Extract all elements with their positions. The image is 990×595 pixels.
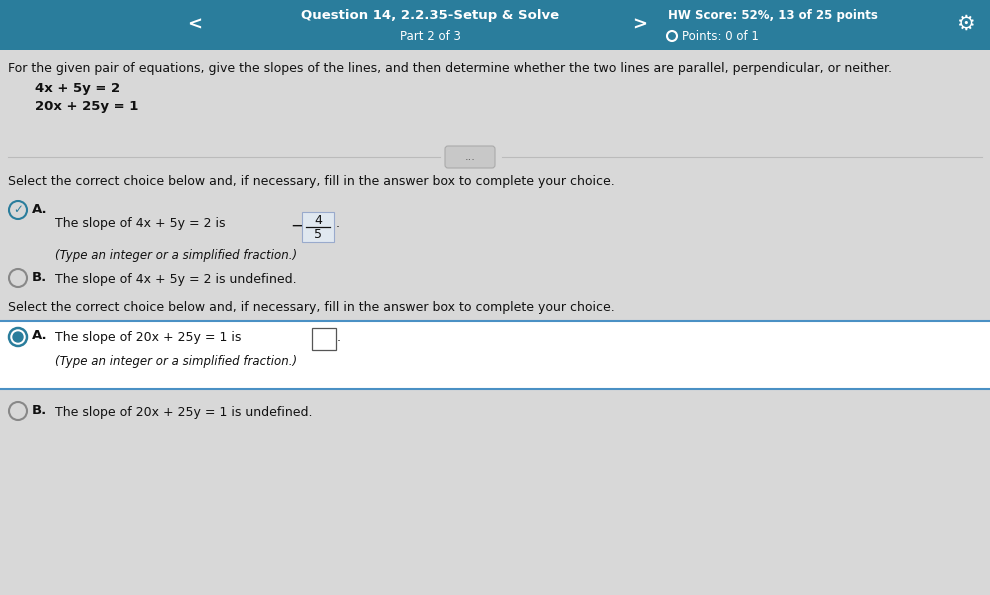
Text: ⚙: ⚙ (955, 14, 974, 34)
Text: For the given pair of equations, give the slopes of the lines, and then determin: For the given pair of equations, give th… (8, 62, 892, 75)
Text: .: . (336, 217, 340, 230)
Text: >: > (633, 16, 647, 34)
FancyBboxPatch shape (302, 212, 334, 242)
Text: A.: A. (32, 203, 48, 216)
Text: HW Score: 52%, 13 of 25 points: HW Score: 52%, 13 of 25 points (668, 8, 878, 21)
Text: 4: 4 (314, 214, 322, 227)
Text: B.: B. (32, 404, 48, 417)
Text: ...: ... (464, 152, 475, 162)
Text: 5: 5 (314, 227, 322, 240)
Text: A.: A. (32, 329, 48, 342)
Text: (Type an integer or a simplified fraction.): (Type an integer or a simplified fractio… (55, 249, 297, 262)
Text: Question 14, 2.2.35-Setup & Solve: Question 14, 2.2.35-Setup & Solve (301, 8, 559, 21)
Text: (Type an integer or a simplified fraction.): (Type an integer or a simplified fractio… (55, 355, 297, 368)
Text: Select the correct choice below and, if necessary, fill in the answer box to com: Select the correct choice below and, if … (8, 301, 615, 314)
Text: Points: 0 of 1: Points: 0 of 1 (682, 30, 759, 42)
FancyBboxPatch shape (0, 0, 990, 50)
Text: Select the correct choice below and, if necessary, fill in the answer box to com: Select the correct choice below and, if … (8, 175, 615, 188)
Text: The slope of 4x + 5y = 2 is: The slope of 4x + 5y = 2 is (55, 217, 226, 230)
Text: The slope of 20x + 25y = 1 is: The slope of 20x + 25y = 1 is (55, 331, 242, 344)
Text: .: . (337, 331, 341, 344)
FancyBboxPatch shape (0, 50, 990, 595)
Circle shape (13, 332, 23, 342)
Text: 20x + 25y = 1: 20x + 25y = 1 (35, 100, 139, 113)
Text: B.: B. (32, 271, 48, 284)
Text: <: < (187, 16, 203, 34)
Text: ✓: ✓ (13, 203, 23, 217)
Text: Part 2 of 3: Part 2 of 3 (400, 30, 460, 42)
Text: The slope of 4x + 5y = 2 is undefined.: The slope of 4x + 5y = 2 is undefined. (55, 273, 297, 286)
FancyBboxPatch shape (312, 328, 336, 350)
FancyBboxPatch shape (445, 146, 495, 168)
Text: −: − (290, 217, 304, 235)
Text: The slope of 20x + 25y = 1 is undefined.: The slope of 20x + 25y = 1 is undefined. (55, 406, 313, 419)
Text: 4x + 5y = 2: 4x + 5y = 2 (35, 82, 120, 95)
FancyBboxPatch shape (0, 321, 990, 389)
